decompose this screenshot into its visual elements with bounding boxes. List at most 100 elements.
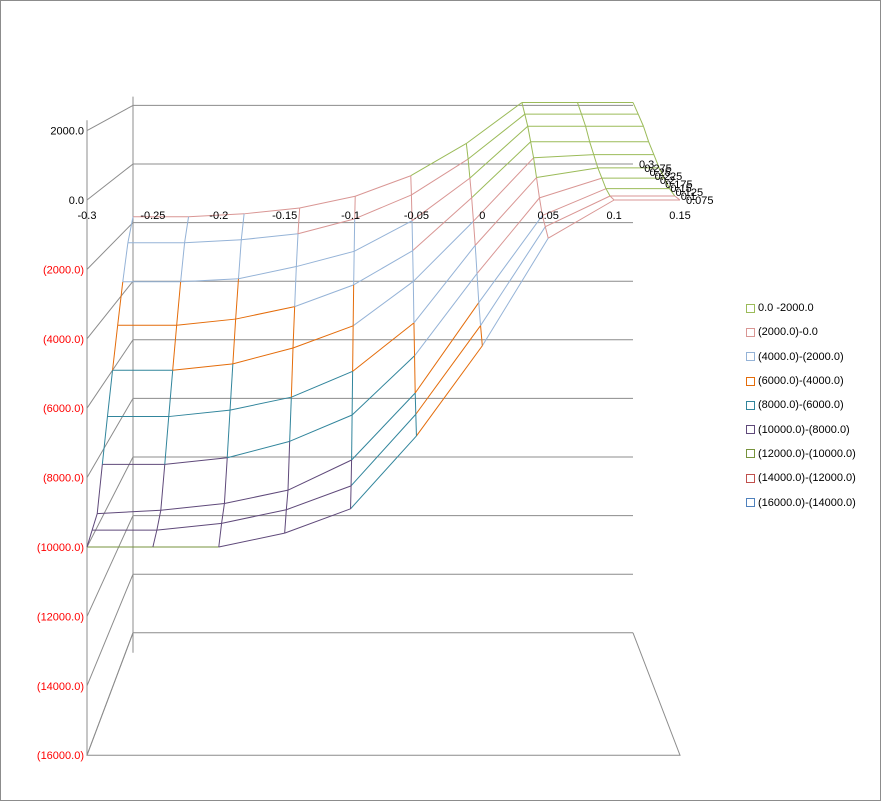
mesh-line-depth <box>350 485 352 509</box>
mesh-line-depth <box>669 188 676 197</box>
z-tick-label: (14000.0) <box>37 681 84 693</box>
mesh-line-x <box>294 284 354 308</box>
legend-label: (8000.0)-(6000.0) <box>758 399 844 412</box>
depth-tick-label: 0.075 <box>686 195 714 207</box>
mesh-line-depth <box>297 207 301 234</box>
mesh-line-x <box>287 459 352 491</box>
mesh-line-depth <box>593 154 599 168</box>
mesh-line-depth <box>474 245 478 274</box>
depth-tick-label: 0.225 <box>655 171 683 183</box>
mesh-line-x <box>351 355 415 416</box>
mesh-line-depth <box>642 126 650 142</box>
mesh-line-depth <box>581 114 587 127</box>
mesh-line-depth <box>533 157 538 178</box>
mesh-line-x <box>244 207 300 215</box>
mesh-line-x <box>466 102 523 144</box>
mesh-line-depth <box>353 251 355 285</box>
z-gridline-side <box>86 574 134 686</box>
mesh-line-x <box>286 485 352 511</box>
mesh-line-depth <box>648 141 655 155</box>
mesh-line-x <box>473 157 534 222</box>
mesh-line-x <box>414 273 478 357</box>
legend-item: (14000.0)-(12000.0) <box>746 466 856 490</box>
mesh-line-depth <box>410 175 412 195</box>
x-tick-label: -0.15 <box>272 210 297 222</box>
mesh-line-depth <box>232 319 237 364</box>
mesh-line-depth <box>465 143 469 160</box>
mesh-line-x <box>536 167 598 179</box>
depth-tick-label: 0.125 <box>676 187 704 199</box>
z-tick-label: (12000.0) <box>37 611 84 623</box>
legend-swatch <box>746 449 755 459</box>
mesh-line-x <box>291 370 353 398</box>
legend-swatch <box>746 352 755 362</box>
x-tick-label: 0.1 <box>606 210 621 222</box>
mesh-line-depth <box>480 325 483 346</box>
x-tick-label: -0.2 <box>209 210 228 222</box>
mesh-line-depth <box>414 392 417 415</box>
mesh-line-depth <box>410 194 413 221</box>
z-gridline-side <box>86 104 134 132</box>
z-gridline-side <box>86 456 134 548</box>
mesh-line-depth <box>415 414 417 436</box>
mesh-line-x <box>410 143 467 177</box>
mesh-line-x <box>296 250 355 268</box>
mesh-line-depth <box>351 415 353 461</box>
z-tick-label: (10000.0) <box>37 542 84 554</box>
mesh-line-depth <box>226 410 231 458</box>
mesh-line-depth <box>354 196 356 219</box>
legend-item: (6000.0)-(4000.0) <box>746 369 856 393</box>
mesh-line-depth <box>471 197 474 222</box>
legend-item: (16000.0)-(14000.0) <box>746 490 856 514</box>
depth-tick-label: 0.25 <box>649 167 670 179</box>
mesh-line-x <box>469 125 529 179</box>
z-gridline-side <box>86 632 134 756</box>
depth-tick-label: 0.15 <box>670 183 691 195</box>
z-gridline-side <box>86 339 134 409</box>
x-tick-label: 0.05 <box>538 210 559 222</box>
z-tick-label: 2000.0 <box>50 126 84 138</box>
mesh-line-depth <box>287 441 291 491</box>
mesh-line-depth <box>524 114 529 127</box>
mesh-line-x <box>412 197 473 252</box>
mesh-line-x <box>292 325 354 349</box>
legend-item: (8000.0)-(6000.0) <box>746 393 856 417</box>
mesh-line-x <box>284 508 351 534</box>
mesh-line-depth <box>536 177 540 198</box>
mesh-line-x <box>350 435 417 510</box>
mesh-line-x <box>238 266 297 280</box>
mesh-line-x <box>289 414 353 442</box>
legend: 0.0 -2000.0 (2000.0)-0.0 (4000.0)-(2000.0)… <box>746 296 856 515</box>
mesh-line-x <box>481 237 549 347</box>
x-tick-label: 0 <box>479 210 485 222</box>
mesh-line-depth <box>653 154 660 169</box>
mesh-line-depth <box>601 177 607 189</box>
depth-tick-label: 0.2 <box>660 175 675 187</box>
legend-swatch <box>746 376 755 386</box>
legend-item: (12000.0)-(10000.0) <box>746 442 856 466</box>
mesh-line-x <box>224 489 289 505</box>
mesh-line-depth <box>122 242 129 282</box>
mesh-line-depth <box>412 250 414 282</box>
z-gridline-side <box>86 222 134 270</box>
mesh-line-depth <box>351 371 354 416</box>
mesh-line-x <box>476 197 540 274</box>
legend-item: (4000.0)-(2000.0) <box>746 345 856 369</box>
mesh-line-depth <box>472 221 476 246</box>
mesh-line-depth <box>101 416 108 465</box>
mesh-line-x <box>168 409 231 418</box>
mesh-line-x <box>156 522 222 531</box>
legend-label: (2000.0)-0.0 <box>758 326 818 339</box>
legend-swatch <box>746 400 755 410</box>
z-tick-label: (6000.0) <box>43 403 84 415</box>
mesh-line-depth <box>469 178 473 198</box>
x-tick-label: -0.25 <box>140 210 165 222</box>
mesh-line-depth <box>658 167 665 179</box>
legend-item: (2000.0)-0.0 <box>746 320 856 344</box>
mesh-line-depth <box>352 284 355 326</box>
mesh-line-depth <box>663 177 671 189</box>
x-tick-label: -0.1 <box>341 210 360 222</box>
mesh-line-x <box>227 440 290 459</box>
mesh-line-x <box>172 363 233 371</box>
mesh-line-x <box>184 239 242 244</box>
